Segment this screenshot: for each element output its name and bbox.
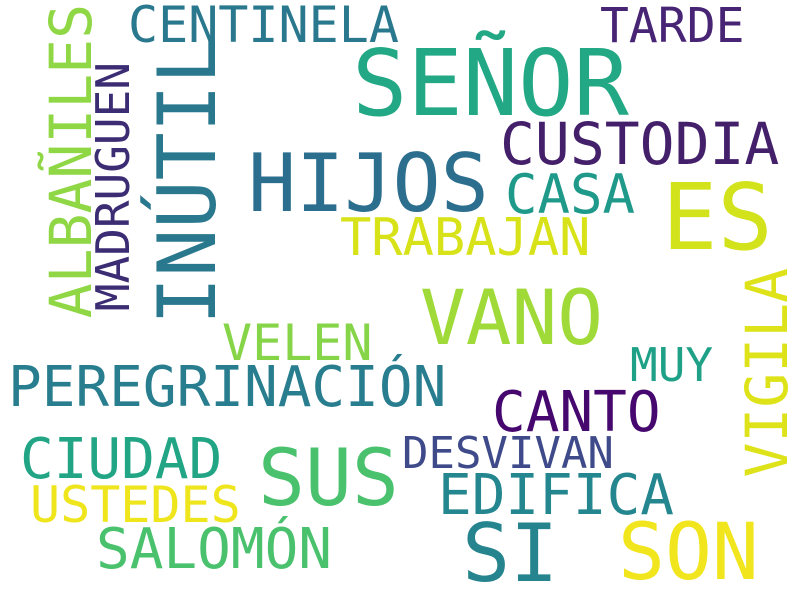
word-son: SON: [618, 508, 759, 598]
word-sus: SUS: [258, 434, 399, 524]
word-ciudad: CIUDAD: [20, 427, 223, 492]
word-casa: CASA: [505, 163, 636, 226]
word-custodia: CUSTODIA: [500, 110, 780, 178]
word-inutil: INÚTIL: [141, 36, 234, 325]
word-tarde: TARDE: [600, 0, 745, 54]
word-peregrinacion: PEREGRINACIÓN: [8, 355, 447, 420]
word-desvivan: DESVIVAN: [402, 428, 614, 479]
word-vano: VANO: [420, 273, 604, 362]
word-es: ES: [662, 164, 773, 271]
word-salomon: SALOMÓN: [96, 517, 333, 582]
word-vigila: VIGILA: [733, 268, 800, 478]
word-trabajan: TRABAJAN: [340, 208, 591, 268]
word-canto: CANTO: [492, 380, 661, 445]
word-albaniles: ALBAÑILES: [37, 4, 105, 319]
word-ustedes: USTEDES: [30, 476, 241, 534]
word-si: SI: [462, 507, 559, 600]
word-centinela: CENTINELA: [128, 0, 399, 54]
word-senor: SEÑOR: [352, 30, 629, 137]
word-muy: MUY: [630, 338, 714, 392]
word-edifica: EDIFICA: [438, 463, 675, 528]
word-velen: VELEN: [222, 314, 373, 372]
word-hijos: HIJOS: [248, 137, 489, 230]
